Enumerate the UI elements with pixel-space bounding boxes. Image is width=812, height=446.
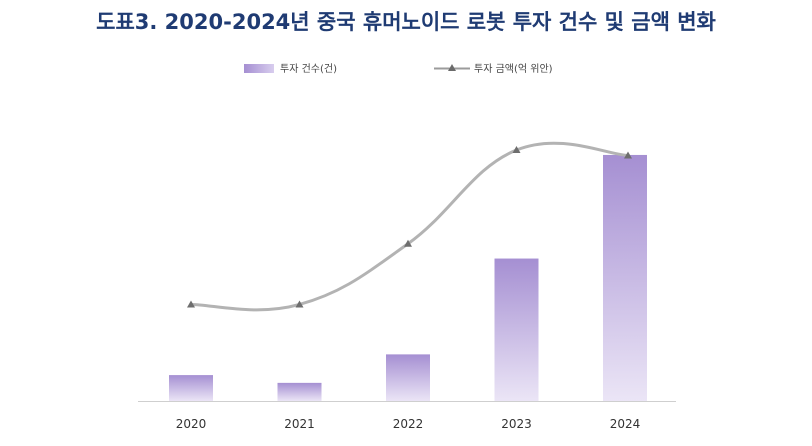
legend: 투자 건수(건) 투자 금액(억 위안) [244,62,553,75]
legend-swatch-bar [244,64,274,73]
x-tick-2020: 2020 [176,417,207,431]
line-marker-2021 [295,300,304,308]
legend-label-line: 투자 금액(억 위안) [474,62,553,75]
line-markers [187,146,632,308]
line-marker-2022 [404,239,412,247]
line-marker-2023 [512,146,521,153]
bar-2020 [169,375,213,401]
x-tick-labels: 2020 2021 2022 2023 2024 [176,417,641,431]
chart-title: 도표3. 2020-2024년 중국 휴머노이드 로봇 투자 건수 및 금액 변… [96,10,716,34]
line-marker-2024 [624,151,632,159]
x-tick-2024: 2024 [610,417,641,431]
x-tick-2021: 2021 [284,417,315,431]
bar-2024 [603,154,647,401]
series-line-invest-amount [190,141,629,312]
bar-2021 [277,382,322,401]
bar-2023 [494,258,539,401]
bars [169,154,647,401]
x-tick-2023: 2023 [501,417,532,431]
legend-label-bar: 투자 건수(건) [280,63,337,75]
line-marker-2020 [187,300,195,308]
bar-2022 [386,354,430,401]
x-tick-2022: 2022 [393,417,424,431]
legend-swatch-marker [448,64,456,71]
